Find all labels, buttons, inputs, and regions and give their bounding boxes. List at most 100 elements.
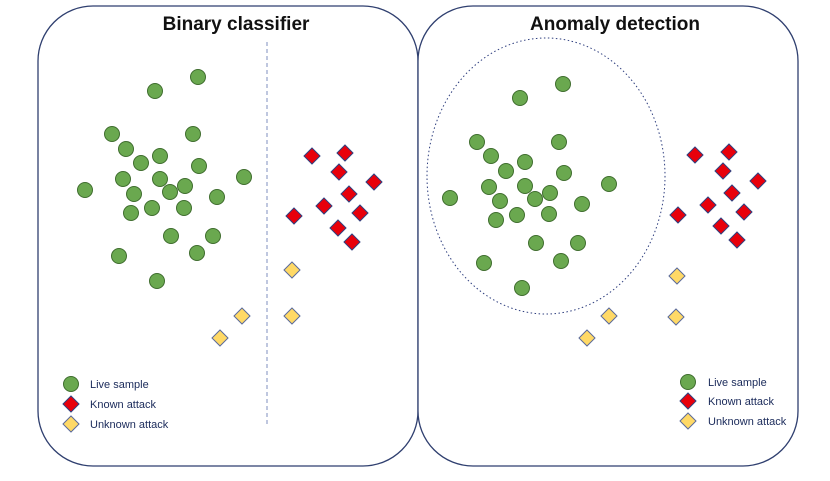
legend-label-known: Known attack xyxy=(90,399,157,411)
live-sample-point xyxy=(512,90,528,106)
known-attack-point xyxy=(720,143,738,161)
known-attack-point xyxy=(365,173,383,191)
sample-points xyxy=(77,69,383,347)
live-sample-point xyxy=(176,200,192,216)
live-sample-point xyxy=(104,126,120,142)
normal-region-boundary xyxy=(426,37,666,315)
legend-label-live: Live sample xyxy=(90,379,149,391)
legend: Live sample Known attack Unknown attack xyxy=(62,376,169,433)
known-attack-point xyxy=(303,147,321,165)
live-sample-point xyxy=(488,212,504,228)
live-sample-point xyxy=(123,205,139,221)
unknown-attack-point xyxy=(578,329,596,347)
unknown-attack-point xyxy=(233,307,251,325)
known-attack-point xyxy=(330,163,348,181)
known-attack-point xyxy=(340,185,358,203)
known-attack-point xyxy=(285,207,303,225)
panel-frame xyxy=(37,5,419,467)
live-sample-point xyxy=(152,171,168,187)
live-sample-point xyxy=(476,255,492,271)
sample-points xyxy=(442,76,767,347)
panel-title: Anomaly detection xyxy=(530,14,700,35)
live-sample-point xyxy=(517,178,533,194)
panel-frame xyxy=(417,5,799,467)
legend-known-marker xyxy=(679,392,697,410)
live-sample-point xyxy=(551,134,567,150)
live-sample-point xyxy=(163,228,179,244)
unknown-attack-point xyxy=(668,267,686,285)
live-sample-point xyxy=(556,165,572,181)
known-attack-point xyxy=(699,196,717,214)
unknown-attack-point xyxy=(283,307,301,325)
known-attack-point xyxy=(714,162,732,180)
live-sample-point xyxy=(152,148,168,164)
unknown-attack-point xyxy=(600,307,618,325)
live-sample-point xyxy=(177,178,193,194)
live-sample-point xyxy=(189,245,205,261)
legend-live-marker xyxy=(680,374,696,390)
legend-unknown-marker xyxy=(679,412,697,430)
live-sample-point xyxy=(555,76,571,92)
live-sample-point xyxy=(149,273,165,289)
live-sample-point xyxy=(527,191,543,207)
live-sample-point xyxy=(528,235,544,251)
legend-known-marker xyxy=(62,395,80,413)
live-sample-point xyxy=(442,190,458,206)
legend-label-unknown: Unknown attack xyxy=(708,416,787,428)
known-attack-point xyxy=(315,197,333,215)
known-attack-point xyxy=(723,184,741,202)
live-sample-point xyxy=(601,176,617,192)
live-sample-point xyxy=(205,228,221,244)
live-sample-point xyxy=(126,186,142,202)
unknown-attack-point xyxy=(667,308,685,326)
known-attack-point xyxy=(329,219,347,237)
live-sample-point xyxy=(185,126,201,142)
unknown-attack-point xyxy=(283,261,301,279)
live-sample-point xyxy=(77,182,93,198)
known-attack-point xyxy=(749,172,767,190)
unknown-attack-point xyxy=(211,329,229,347)
panel-anomaly-detection: Anomaly detection Live sample Known atta… xyxy=(417,5,799,467)
known-attack-point xyxy=(686,146,704,164)
panel-title: Binary classifier xyxy=(163,14,310,35)
live-sample-point xyxy=(469,134,485,150)
legend-unknown-marker xyxy=(62,415,80,433)
live-sample-point xyxy=(517,154,533,170)
live-sample-point xyxy=(574,196,590,212)
live-sample-point xyxy=(483,148,499,164)
live-sample-point xyxy=(553,253,569,269)
legend-label-unknown: Unknown attack xyxy=(90,419,169,431)
panel-binary-classifier: Binary classifier Live sample Known atta… xyxy=(37,5,419,467)
live-sample-point xyxy=(209,189,225,205)
live-sample-point xyxy=(191,158,207,174)
known-attack-point xyxy=(336,144,354,162)
live-sample-point xyxy=(162,184,178,200)
known-attack-point xyxy=(351,204,369,222)
live-sample-point xyxy=(514,280,530,296)
live-sample-point xyxy=(542,185,558,201)
live-sample-point xyxy=(111,248,127,264)
live-sample-point xyxy=(147,83,163,99)
legend: Live sample Known attack Unknown attack xyxy=(679,374,787,430)
live-sample-point xyxy=(541,206,557,222)
known-attack-point xyxy=(343,233,361,251)
legend-live-marker xyxy=(63,376,79,392)
live-sample-point xyxy=(509,207,525,223)
live-sample-point xyxy=(570,235,586,251)
live-sample-point xyxy=(144,200,160,216)
known-attack-point xyxy=(728,231,746,249)
known-attack-point xyxy=(735,203,753,221)
legend-label-live: Live sample xyxy=(708,377,767,389)
live-sample-point xyxy=(492,193,508,209)
live-sample-point xyxy=(190,69,206,85)
live-sample-point xyxy=(118,141,134,157)
live-sample-point xyxy=(133,155,149,171)
live-sample-point xyxy=(481,179,497,195)
legend-label-known: Known attack xyxy=(708,396,775,408)
known-attack-point xyxy=(712,217,730,235)
live-sample-point xyxy=(115,171,131,187)
known-attack-point xyxy=(669,206,687,224)
live-sample-point xyxy=(236,169,252,185)
live-sample-point xyxy=(498,163,514,179)
